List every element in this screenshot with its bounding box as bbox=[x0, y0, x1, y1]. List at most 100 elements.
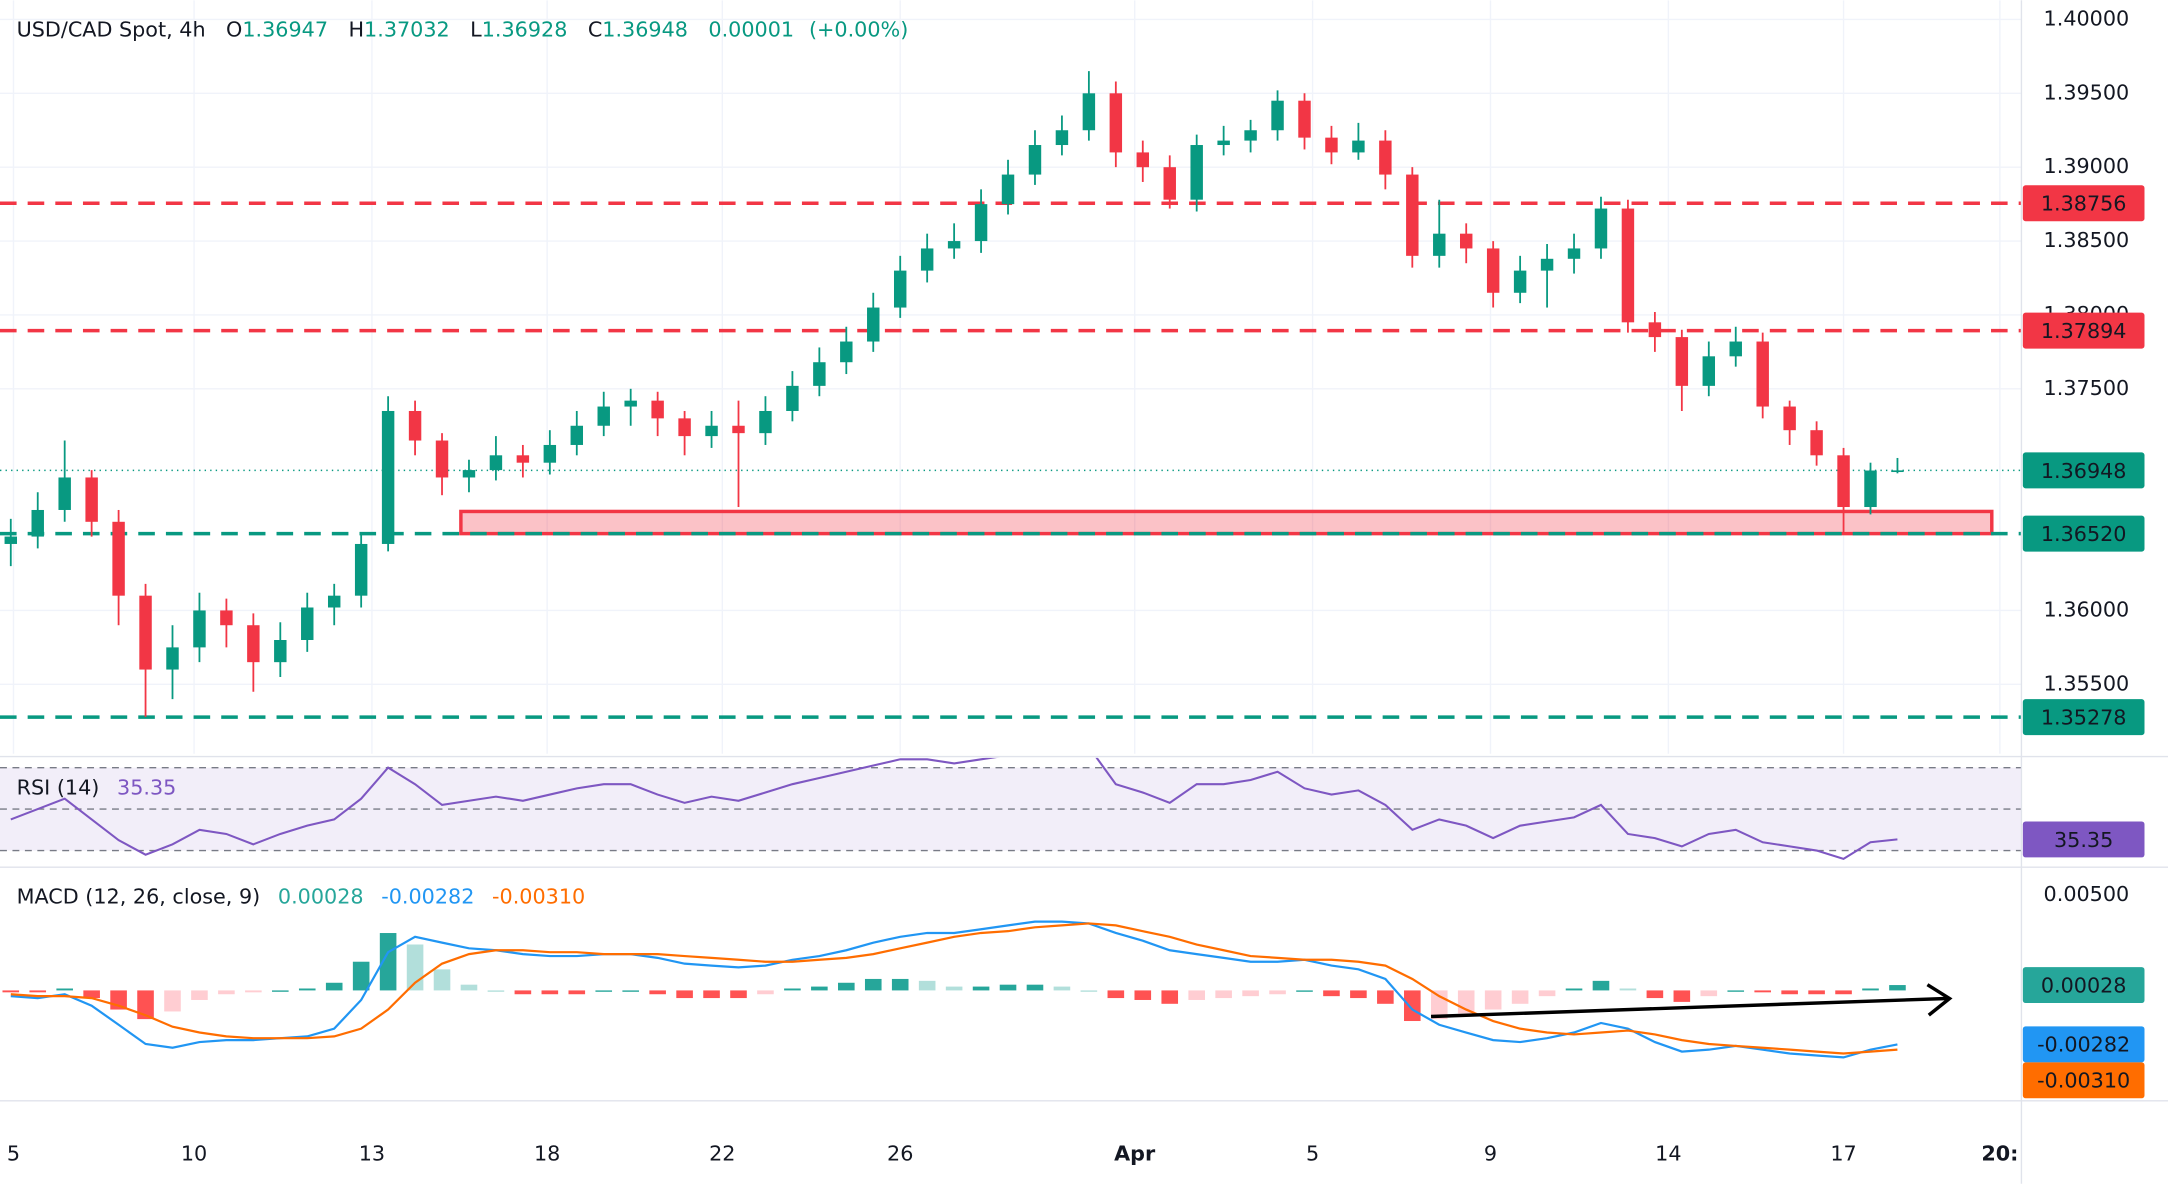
candle-body bbox=[1783, 406, 1796, 431]
histogram-bar bbox=[784, 988, 801, 991]
histogram-bar bbox=[972, 986, 990, 991]
level-label: 1.36520 bbox=[2041, 522, 2127, 546]
histogram-bar bbox=[137, 990, 154, 1020]
candle-body bbox=[1055, 130, 1069, 146]
histogram-bar bbox=[730, 990, 747, 999]
histogram-bar bbox=[1053, 986, 1071, 991]
histogram-bar bbox=[272, 990, 289, 992]
histogram-bar bbox=[1538, 990, 1556, 997]
candle-body bbox=[920, 248, 934, 271]
y-tick-label: 1.37500 bbox=[2044, 376, 2130, 400]
signal-label-bg bbox=[2022, 1062, 2145, 1099]
histogram-bar bbox=[541, 990, 559, 995]
last-price-label: 1.36948 bbox=[2041, 459, 2127, 483]
histogram-bar bbox=[191, 990, 208, 1000]
support-zone bbox=[459, 509, 1994, 536]
level-label-bg bbox=[2022, 699, 2145, 736]
histogram-bar bbox=[1350, 990, 1367, 999]
x-tick-label: 5 bbox=[1306, 1142, 1319, 1166]
x-tick-label: 26 bbox=[887, 1142, 913, 1166]
candle-body bbox=[570, 425, 584, 445]
candle-body bbox=[624, 400, 637, 407]
histogram-bar bbox=[1161, 990, 1179, 1004]
histogram-bar bbox=[1026, 984, 1044, 991]
macd-value: -0.00282 bbox=[381, 885, 474, 909]
histogram-bar bbox=[245, 990, 262, 993]
candle-body bbox=[1513, 270, 1527, 293]
symbol-title: USD/CAD Spot, 4h bbox=[17, 18, 206, 42]
histogram-bar bbox=[164, 990, 181, 1012]
signal-line bbox=[10, 922, 1898, 1055]
histogram-bar bbox=[1080, 990, 1098, 992]
histogram-bar bbox=[1296, 990, 1313, 992]
candle-body bbox=[813, 362, 826, 386]
candle-body bbox=[139, 595, 152, 670]
candle-body bbox=[786, 385, 799, 411]
candle-body bbox=[31, 509, 44, 537]
candle-body bbox=[1109, 93, 1123, 153]
x-tick-label: 9 bbox=[1484, 1142, 1497, 1166]
histogram-bar bbox=[29, 990, 47, 993]
histogram-bar bbox=[891, 978, 909, 991]
histogram-bar bbox=[1808, 990, 1825, 995]
histogram-bar bbox=[433, 969, 451, 991]
histogram-bar bbox=[1188, 990, 1205, 1000]
candle-body bbox=[732, 425, 745, 434]
candle-body bbox=[4, 536, 18, 544]
macd-label: -0.00282 bbox=[2037, 1033, 2130, 1057]
candle-body bbox=[1594, 208, 1608, 249]
candle-body bbox=[759, 410, 772, 434]
candle-body bbox=[462, 470, 476, 478]
y-tick-label: 1.40000 bbox=[2044, 6, 2130, 30]
histogram-bar bbox=[56, 988, 73, 991]
level-label: 1.35278 bbox=[2041, 706, 2127, 730]
candle-body bbox=[1028, 145, 1042, 175]
signal-label: -0.00310 bbox=[2037, 1069, 2130, 1093]
x-tick-label: 5 bbox=[7, 1142, 20, 1166]
histogram-bar bbox=[999, 984, 1017, 991]
legend-key: O bbox=[226, 18, 242, 42]
candle-body bbox=[166, 647, 179, 670]
candle-body bbox=[678, 418, 691, 437]
rsi-label-bg bbox=[2022, 821, 2145, 858]
y-tick-label: 1.35500 bbox=[2044, 671, 2130, 695]
histogram-bar bbox=[83, 990, 100, 999]
histogram-bar bbox=[1511, 990, 1529, 1004]
macd-hist-value: 0.00028 bbox=[278, 885, 364, 909]
x-tick-label: Apr bbox=[1114, 1142, 1156, 1166]
candle-body bbox=[1325, 137, 1338, 153]
histogram-bar bbox=[1323, 990, 1340, 997]
labels: USD/CAD Spot, 4h O1.36947 H1.37032 L1.36… bbox=[17, 18, 909, 909]
x-tick-label: 10 bbox=[181, 1142, 207, 1166]
candle-body bbox=[1810, 430, 1823, 456]
candle-body bbox=[1379, 140, 1392, 175]
histogram-bar bbox=[352, 961, 370, 991]
histogram-label-bg bbox=[2022, 967, 2145, 1004]
candle-body bbox=[1433, 233, 1446, 256]
histogram-bar bbox=[1484, 990, 1502, 1010]
histogram-bar bbox=[1134, 990, 1152, 1000]
histogram-bar bbox=[811, 986, 828, 991]
candle-body bbox=[381, 410, 395, 544]
candle-body bbox=[301, 607, 314, 640]
histogram-bar bbox=[864, 978, 882, 991]
candle-body bbox=[1864, 470, 1877, 508]
level-label-bg bbox=[2022, 312, 2145, 349]
candle-body bbox=[274, 639, 287, 663]
macd-title: MACD (12, 26, close, 9) bbox=[17, 885, 261, 909]
candle-body bbox=[435, 440, 449, 478]
histogram-bar bbox=[703, 990, 720, 999]
macd-pane bbox=[2, 920, 1906, 1059]
histogram-bar bbox=[1781, 990, 1798, 995]
level-label: 1.37894 bbox=[2041, 319, 2127, 343]
histogram-bar bbox=[1646, 990, 1664, 999]
candle-body bbox=[1567, 248, 1581, 259]
legend-change-pct: (+0.00%) bbox=[809, 18, 908, 42]
macd-line bbox=[10, 920, 1898, 1059]
macd-legend: MACD (12, 26, close, 9) 0.00028 -0.00282… bbox=[17, 885, 586, 909]
candle-body bbox=[1406, 174, 1419, 256]
histogram-bar bbox=[1592, 980, 1610, 991]
candle-body bbox=[1136, 152, 1150, 168]
x-tick-label: 18 bbox=[534, 1142, 560, 1166]
